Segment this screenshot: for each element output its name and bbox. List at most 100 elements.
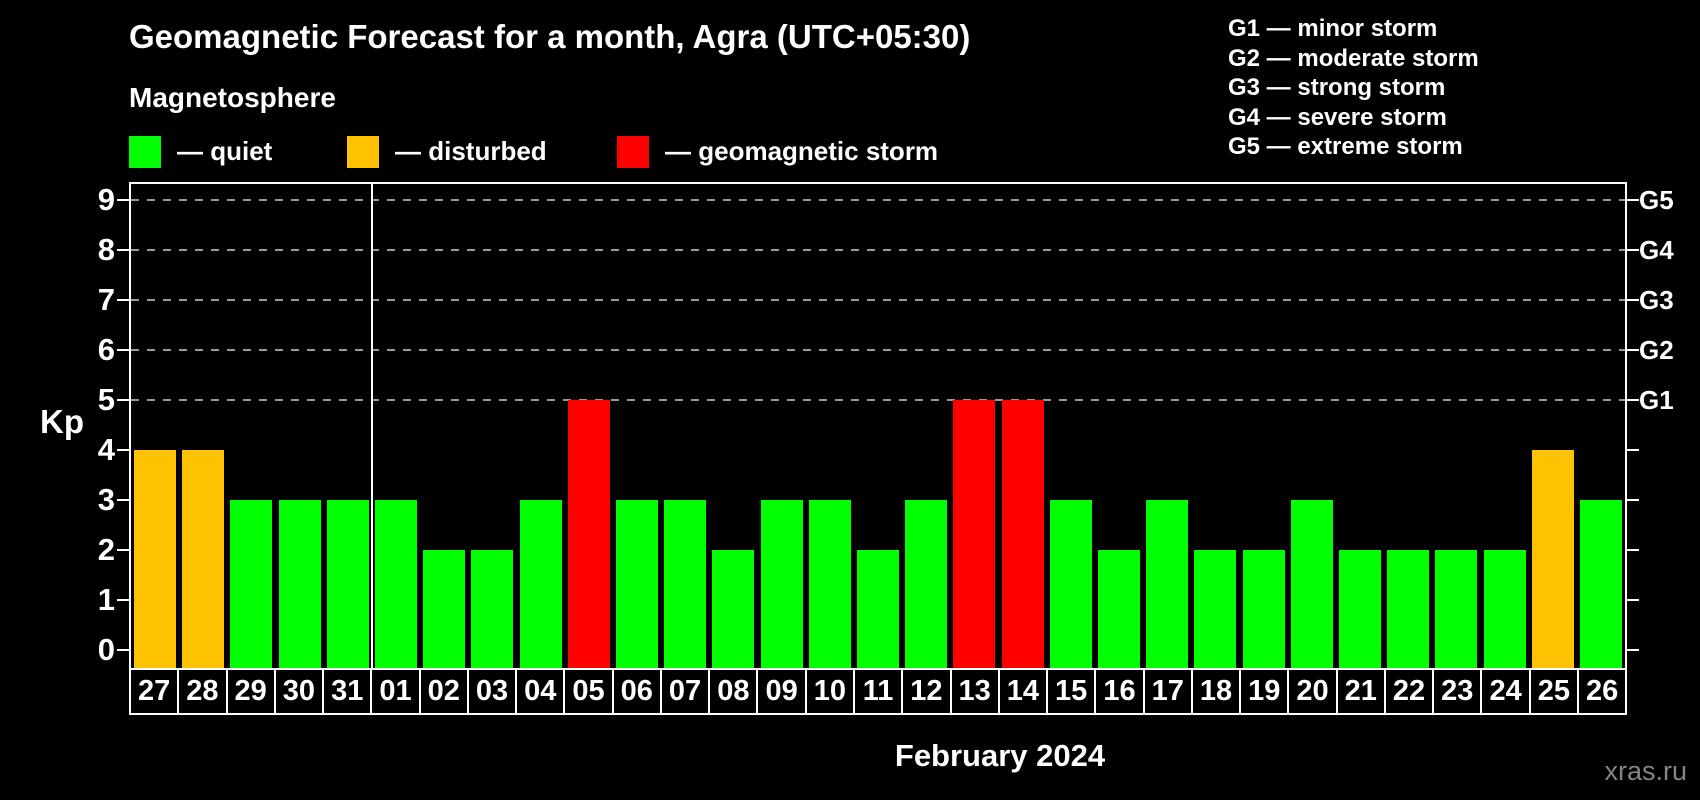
kp-bar-day-13: [953, 400, 996, 668]
y-tick-label: 8: [97, 232, 115, 267]
right-axis-label-g2: G2: [1639, 335, 1674, 365]
right-axis-tick: [1627, 449, 1639, 451]
kp-bar-day-10: [808, 500, 851, 668]
kp-bar-day-25: [1531, 450, 1574, 668]
day-label-24: 24: [1480, 670, 1528, 713]
y-axis-tick: [117, 649, 129, 651]
day-label-30: 30: [273, 670, 322, 713]
gridline-kp6: [131, 349, 1625, 351]
kp-bar-day-04: [519, 500, 562, 668]
right-axis-tick: [1627, 199, 1639, 201]
gridline-kp9: [131, 199, 1625, 201]
right-axis-tick: [1627, 249, 1639, 251]
y-tick-label: 4: [97, 432, 115, 467]
kp-bar-day-31: [326, 500, 369, 668]
kp-bar-day-09: [760, 500, 803, 668]
kp-bar-day-26: [1579, 500, 1622, 668]
x-axis-title: February 2024: [894, 738, 1106, 773]
day-label-15: 15: [1046, 670, 1094, 713]
day-label-23: 23: [1432, 670, 1480, 713]
gridline-kp7: [131, 299, 1625, 301]
day-label-10: 10: [804, 670, 853, 713]
legend-item-quiet: — quiet: [129, 135, 272, 168]
watermark: xras.ru: [1604, 756, 1687, 786]
kp-bar-day-23: [1435, 550, 1478, 668]
y-axis-tick: [117, 549, 129, 551]
y-tick-label: 1: [97, 582, 115, 617]
kp-bar-day-06: [616, 500, 659, 668]
legend-item-disturbed: — disturbed: [347, 135, 547, 168]
right-axis-tick: [1627, 299, 1639, 301]
day-label-12: 12: [901, 670, 949, 713]
kp-bar-day-19: [1242, 550, 1285, 668]
y-tick-label: 9: [97, 182, 115, 217]
day-label-27: 27: [138, 675, 171, 707]
kp-bar-day-01: [375, 500, 418, 668]
kp-bar-day-16: [1097, 550, 1140, 668]
kp-bar-day-02: [423, 550, 466, 668]
kp-bar-day-05: [567, 400, 610, 668]
day-label-02: 02: [418, 670, 467, 713]
day-label-06: 06: [611, 670, 660, 713]
quiet-color-swatch: [129, 135, 161, 168]
right-axis-label-g3: G3: [1639, 285, 1674, 315]
y-tick-label: 6: [97, 332, 115, 367]
kp-bar-day-03: [471, 550, 514, 668]
y-axis-tick: [117, 599, 129, 601]
kp-bar-day-22: [1387, 550, 1430, 668]
day-label-13: 13: [949, 670, 998, 713]
g-scale-legend: G1 — minor storm G2 — moderate storm G3 …: [1228, 14, 1479, 162]
y-axis-tick: [117, 199, 129, 201]
y-axis-tick: [117, 399, 129, 401]
day-label-14: 14: [997, 670, 1046, 713]
y-axis-tick: [117, 299, 129, 301]
gridline-kp5: [131, 399, 1625, 401]
kp-bar-day-29: [230, 500, 273, 668]
y-axis-tick: [117, 249, 129, 251]
kp-bar-day-20: [1290, 500, 1333, 668]
kp-bar-day-24: [1483, 550, 1526, 668]
y-tick-label: 2: [97, 532, 115, 567]
kp-bar-day-07: [664, 500, 707, 668]
day-label-26: 26: [1576, 670, 1625, 713]
g-legend-line-g2: G2 — moderate storm: [1228, 44, 1479, 72]
right-axis-tick: [1627, 499, 1639, 501]
gridline-kp8: [131, 249, 1625, 251]
g-legend-line-g5: G5 — extreme storm: [1228, 133, 1463, 161]
day-label-01: 01: [370, 670, 418, 713]
right-axis-tick: [1627, 649, 1639, 651]
kp-bar-day-21: [1338, 550, 1381, 668]
y-axis-tick: [117, 499, 129, 501]
disturbed-color-swatch: [347, 135, 379, 168]
chart-subtitle: Magnetosphere: [129, 82, 336, 113]
kp-bar-day-14: [1001, 400, 1044, 668]
chart-title: Geomagnetic Forecast for a month, Agra (…: [129, 18, 971, 55]
legend-label-disturbed: — disturbed: [395, 136, 547, 166]
day-label-20: 20: [1287, 670, 1335, 713]
day-label-21: 21: [1335, 670, 1384, 713]
g-legend-line-g4: G4 — severe storm: [1228, 103, 1447, 131]
day-label-08: 08: [708, 670, 756, 713]
y-axis-tick: [117, 449, 129, 451]
kp-bar-day-08: [712, 550, 755, 668]
y-tick-label: 7: [97, 282, 115, 317]
day-label-19: 19: [1239, 670, 1287, 713]
x-axis-day-row: 27 28 29 30 31 01 02 03 04 05 06 07 08 09 10 11 12 13 14 15…: [129, 668, 1627, 715]
day-label-17: 17: [1142, 670, 1191, 713]
legend-item-storm: — geomagnetic storm: [617, 135, 938, 168]
kp-bar-day-11: [857, 550, 899, 668]
right-axis-tick: [1627, 349, 1639, 351]
legend-label-quiet: — quiet: [177, 136, 273, 166]
y-axis-label: Kp: [40, 403, 84, 440]
right-axis-tick: [1627, 399, 1639, 401]
y-axis-tick: [117, 349, 129, 351]
kp-bar-day-27: [134, 450, 177, 668]
y-tick-label: 3: [97, 482, 115, 517]
day-label-04: 04: [515, 670, 563, 713]
kp-bar-day-15: [1049, 500, 1092, 668]
y-tick-label: 0: [97, 632, 115, 667]
legend-label-storm: — geomagnetic storm: [665, 136, 939, 166]
day-label-31: 31: [322, 670, 370, 713]
kp-bar-day-18: [1194, 550, 1237, 668]
day-label-05: 05: [563, 670, 611, 713]
